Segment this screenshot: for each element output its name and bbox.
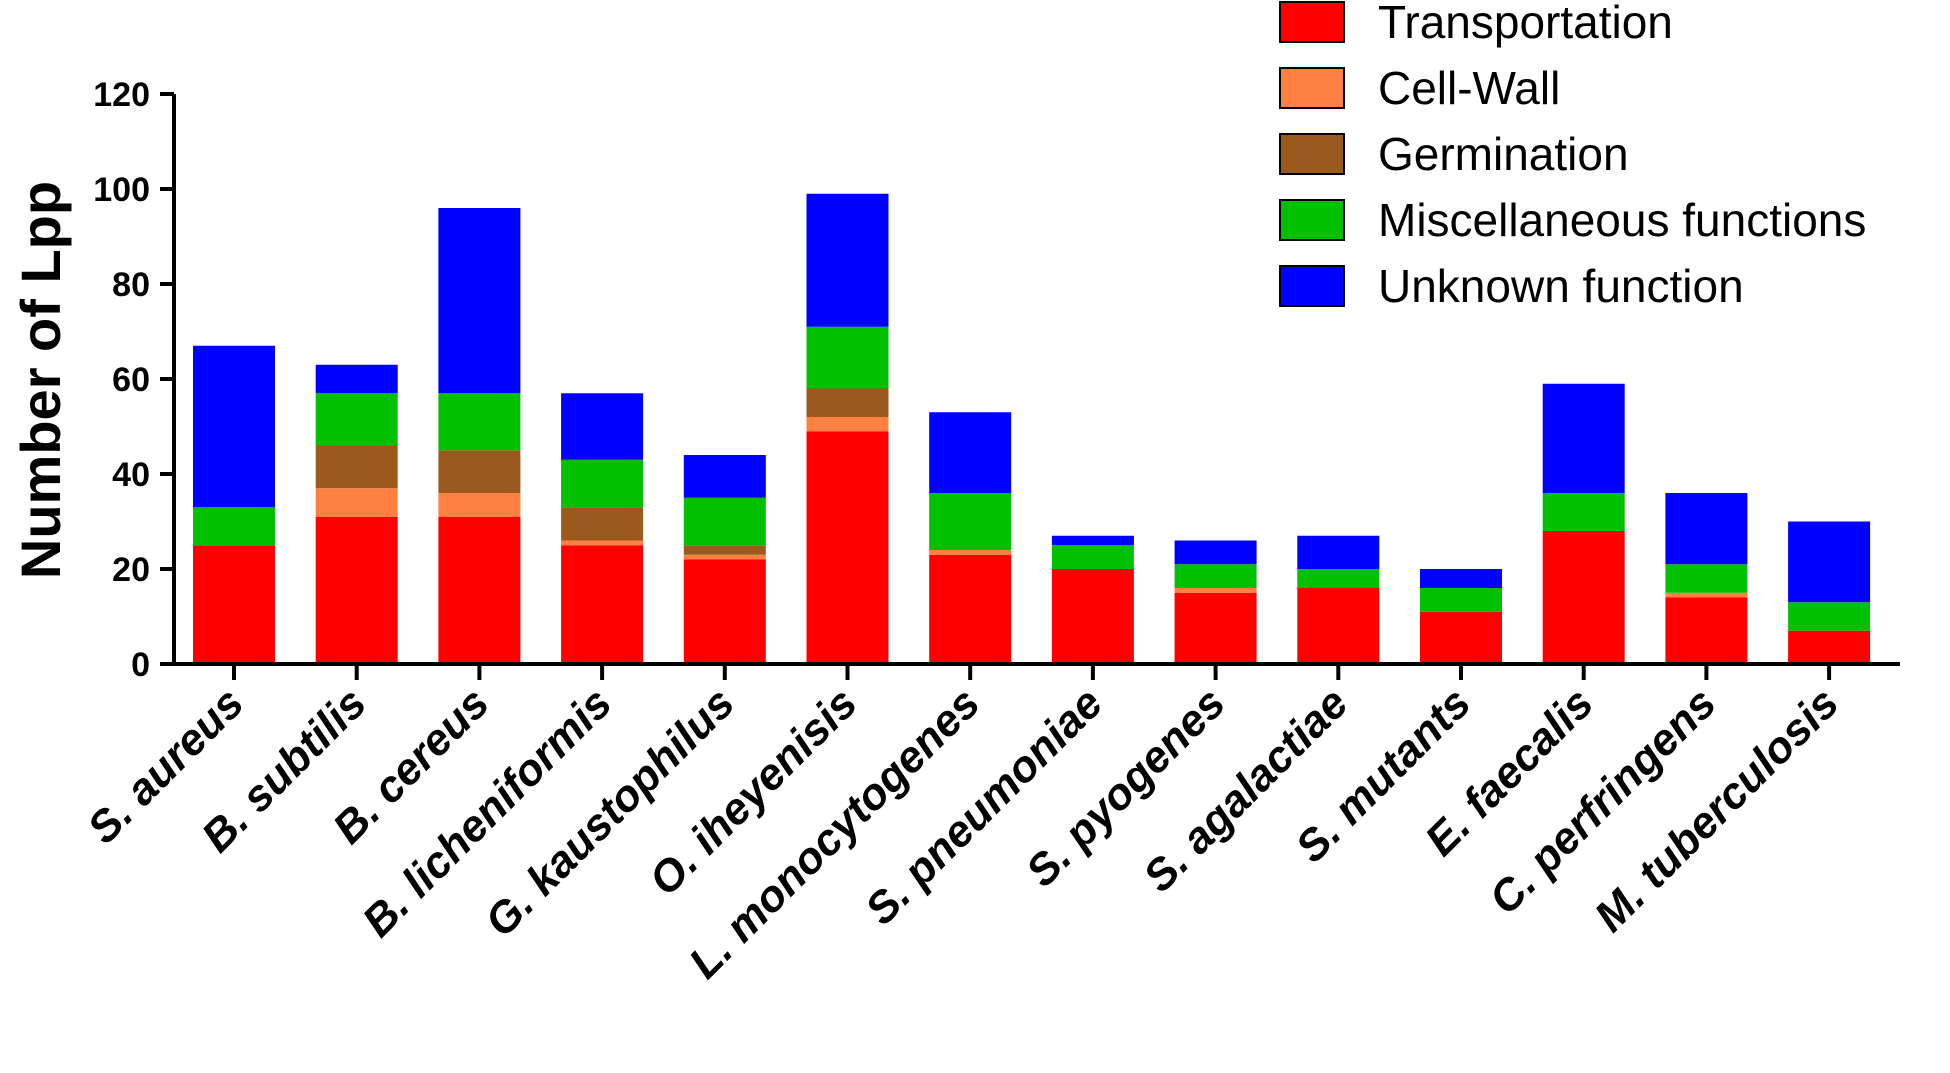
- bar-c-perfringens-unknown-function: [1665, 493, 1748, 565]
- bar-o-iheyenisis-cell-wall: [806, 417, 889, 432]
- bar-l-monocytogenes-cell-wall: [929, 550, 1012, 555]
- bar-s-pneumoniae-transportation: [1051, 569, 1134, 664]
- legend-label-cell-wall: Cell-Wall: [1378, 62, 1560, 114]
- y-tick-label: 80: [112, 266, 150, 304]
- bar-b-subtilis-transportation: [315, 516, 398, 664]
- bar-o-iheyenisis-miscellaneous-functions: [806, 326, 889, 389]
- bar-c-perfringens-cell-wall: [1665, 592, 1748, 598]
- bar-o-iheyenisis-unknown-function: [806, 193, 889, 327]
- legend: Transportation Cell-Wall Germination Miscel…: [1279, 0, 1866, 312]
- bar-b-subtilis-cell-wall: [315, 488, 398, 517]
- y-tick-label: 0: [131, 646, 150, 684]
- bar-c-perfringens-miscellaneous-functions: [1665, 564, 1748, 593]
- bar-o-iheyenisis-germination: [806, 388, 889, 417]
- bar-b-cereus-miscellaneous-functions: [438, 393, 521, 451]
- legend-label-unknown-function: Unknown function: [1378, 260, 1744, 312]
- bar-g-kaustophilus-cell-wall: [683, 554, 766, 560]
- y-tick-label: 100: [93, 171, 150, 209]
- bar-b-licheniformis-miscellaneous-functions: [561, 459, 644, 508]
- axes-group: [172, 94, 1900, 666]
- x-category-label: C. perfringens: [1480, 678, 1726, 924]
- bars-group: [193, 193, 1871, 664]
- bar-s-agalactiae-miscellaneous-functions: [1297, 569, 1380, 588]
- bar-s-agalactiae-transportation: [1297, 588, 1380, 664]
- y-tick-label: 120: [93, 76, 150, 114]
- legend-label-transportation: Transportation: [1378, 0, 1673, 48]
- bar-s-pneumoniae-unknown-function: [1051, 535, 1134, 546]
- bar-s-pyogenes-miscellaneous-functions: [1174, 564, 1257, 588]
- bar-e-faecalis-transportation: [1542, 531, 1625, 664]
- bar-s-aureus-miscellaneous-functions: [193, 507, 275, 546]
- bar-g-kaustophilus-transportation: [683, 559, 766, 664]
- bar-b-licheniformis-transportation: [561, 545, 644, 664]
- bar-b-cereus-cell-wall: [438, 493, 521, 517]
- bar-s-aureus-unknown-function: [193, 345, 275, 508]
- bar-s-aureus-transportation: [193, 545, 275, 664]
- legend-swatch-miscellaneous-functions: [1279, 199, 1345, 241]
- y-tick-label: 60: [112, 361, 150, 399]
- bar-b-cereus-transportation: [438, 516, 521, 664]
- bar-s-agalactiae-unknown-function: [1297, 535, 1380, 569]
- bar-g-kaustophilus-unknown-function: [683, 455, 766, 498]
- bar-c-perfringens-transportation: [1665, 597, 1748, 664]
- y-axis-title: Number of Lpp: [9, 181, 72, 579]
- legend-label-miscellaneous-functions: Miscellaneous functions: [1378, 194, 1866, 246]
- y-tick-label: 20: [112, 551, 150, 589]
- legend-swatch-transportation: [1279, 1, 1345, 43]
- bar-s-mutants-miscellaneous-functions: [1420, 588, 1502, 612]
- legend-label-germination: Germination: [1378, 128, 1629, 180]
- bar-o-iheyenisis-transportation: [806, 431, 889, 664]
- bar-b-licheniformis-germination: [561, 507, 644, 541]
- legend-swatch-cell-wall: [1279, 67, 1345, 109]
- bar-b-subtilis-miscellaneous-functions: [315, 393, 398, 446]
- bar-b-cereus-germination: [438, 450, 521, 493]
- bar-b-licheniformis-cell-wall: [561, 540, 644, 546]
- legend-swatch-germination: [1279, 133, 1345, 175]
- legend-swatch-unknown-function: [1279, 265, 1345, 307]
- bar-s-pyogenes-cell-wall: [1174, 588, 1257, 593]
- bar-b-cereus-unknown-function: [438, 208, 521, 394]
- bar-s-mutants-transportation: [1420, 611, 1502, 664]
- bar-l-monocytogenes-unknown-function: [929, 412, 1012, 493]
- bar-m-tuberculosis-unknown-function: [1788, 521, 1871, 603]
- bar-b-licheniformis-unknown-function: [561, 393, 644, 460]
- bar-l-monocytogenes-miscellaneous-functions: [929, 493, 1012, 550]
- bar-b-subtilis-unknown-function: [315, 364, 398, 394]
- bar-s-pyogenes-unknown-function: [1174, 540, 1257, 565]
- y-ticks-group: 0 20 40 60 80 100 120: [93, 76, 174, 684]
- bar-e-faecalis-unknown-function: [1542, 383, 1625, 493]
- bar-m-tuberculosis-miscellaneous-functions: [1788, 602, 1871, 631]
- bar-s-pyogenes-transportation: [1174, 592, 1257, 664]
- bar-e-faecalis-miscellaneous-functions: [1542, 493, 1625, 531]
- bar-s-pneumoniae-miscellaneous-functions: [1051, 545, 1134, 569]
- bar-s-mutants-unknown-function: [1420, 569, 1502, 588]
- y-tick-label: 40: [112, 456, 150, 494]
- bar-g-kaustophilus-germination: [683, 545, 766, 555]
- bar-m-tuberculosis-transportation: [1788, 630, 1871, 664]
- bar-l-monocytogenes-transportation: [929, 554, 1012, 664]
- bar-g-kaustophilus-miscellaneous-functions: [683, 497, 766, 546]
- bar-b-subtilis-germination: [315, 445, 398, 489]
